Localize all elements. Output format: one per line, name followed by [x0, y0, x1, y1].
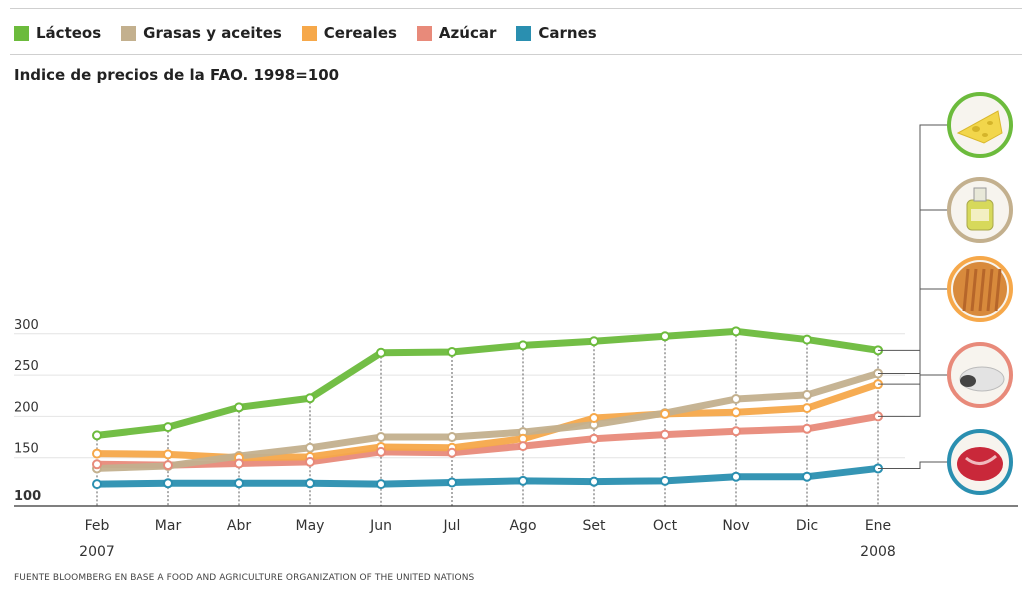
data-point — [518, 340, 528, 351]
x-tick-label: Feb — [85, 518, 110, 534]
data-point — [163, 449, 173, 460]
data-point — [447, 477, 457, 488]
legend-label: Grasas y aceites — [143, 24, 282, 42]
data-point — [589, 413, 599, 424]
series-line — [93, 327, 882, 439]
series-line — [93, 369, 882, 472]
data-point — [518, 441, 528, 452]
legend-item: Cereales — [301, 24, 397, 42]
data-point — [589, 476, 599, 487]
legend-swatch — [301, 25, 317, 41]
data-point — [447, 432, 457, 443]
data-point — [305, 393, 315, 404]
legend-item: Grasas y aceites — [121, 24, 282, 42]
legend-label: Lácteos — [36, 24, 102, 42]
data-point — [660, 475, 670, 486]
x-tick-year: 2008 — [860, 544, 896, 560]
legend-swatch — [14, 25, 29, 41]
y-tick-label: 300 — [14, 318, 39, 333]
x-tick-label: Mar — [155, 518, 182, 534]
data-point — [234, 458, 244, 469]
x-tick-label: Dic — [796, 518, 818, 534]
sugar-icon — [947, 342, 1013, 408]
legend: Lácteos Grasas y aceites Cereales Azúcar Car… — [14, 20, 597, 46]
connector-line — [878, 124, 948, 351]
data-point — [802, 403, 812, 414]
source-note: FUENTE BLOOMBERG EN BASE A FOOD AND AGRI… — [14, 573, 475, 583]
data-point — [731, 471, 741, 482]
x-tick-label: Ene — [865, 518, 891, 534]
data-point — [376, 479, 386, 490]
data-point — [305, 478, 315, 489]
data-point — [305, 456, 315, 467]
data-point — [447, 447, 457, 458]
data-point — [92, 479, 102, 490]
data-point — [589, 433, 599, 444]
data-point — [163, 460, 173, 471]
data-point — [234, 478, 244, 489]
legend-swatch — [516, 25, 532, 41]
data-point — [92, 459, 102, 470]
data-point — [376, 347, 386, 358]
x-tick-label: Ago — [509, 518, 536, 534]
legend-label: Carnes — [538, 24, 597, 42]
legend-item: Azúcar — [416, 24, 497, 42]
data-point — [731, 326, 741, 337]
x-tick-label: May — [296, 518, 325, 534]
x-tick-label: Nov — [722, 518, 749, 534]
x-tick-label: Set — [583, 518, 607, 534]
x-tick-label: Abr — [227, 518, 251, 534]
series-line — [93, 464, 882, 488]
connector-line — [878, 461, 948, 469]
data-point — [518, 475, 528, 486]
wheat-icon — [947, 256, 1013, 322]
data-point — [731, 394, 741, 405]
data-point — [802, 389, 812, 400]
meat-icon — [947, 429, 1013, 495]
data-point — [376, 432, 386, 443]
series-line — [93, 412, 882, 469]
data-point — [163, 422, 173, 433]
data-point — [447, 346, 457, 357]
data-point — [660, 408, 670, 419]
legend-divider — [10, 54, 1022, 55]
data-point — [589, 336, 599, 347]
data-point — [376, 446, 386, 457]
x-tick-label: Oct — [653, 518, 678, 534]
legend-item: Carnes — [516, 24, 597, 42]
data-point — [802, 334, 812, 345]
y-tick-label: 200 — [14, 400, 39, 415]
data-point — [92, 430, 102, 441]
data-point — [660, 429, 670, 440]
legend-label: Azúcar — [438, 24, 497, 42]
legend-swatch — [416, 25, 432, 41]
data-point — [305, 442, 315, 453]
legend-label: Cereales — [323, 24, 397, 42]
chart-subtitle: Indice de precios de la FAO. 1998=100 — [14, 66, 340, 84]
data-point — [731, 407, 741, 418]
data-point — [234, 402, 244, 413]
connector-line — [878, 209, 948, 374]
data-point — [802, 423, 812, 434]
cheese-icon — [947, 92, 1013, 158]
y-tick-label: 150 — [14, 442, 39, 457]
data-point — [92, 448, 102, 459]
top-rule — [10, 8, 1022, 9]
data-point — [660, 331, 670, 342]
y-tick-label: 250 — [14, 359, 39, 374]
y-tick-label: 100 — [14, 489, 41, 504]
data-point — [163, 478, 173, 489]
x-tick-label: Jun — [369, 518, 392, 534]
legend-item: Lácteos — [14, 24, 101, 42]
connector-line — [878, 374, 948, 417]
data-point — [731, 426, 741, 437]
connector-line — [878, 288, 948, 385]
x-tick-label: Jul — [443, 518, 461, 534]
legend-swatch — [121, 25, 137, 41]
data-point — [802, 471, 812, 482]
x-tick-year: 2007 — [79, 544, 115, 560]
oil-bottle-icon — [947, 177, 1013, 243]
